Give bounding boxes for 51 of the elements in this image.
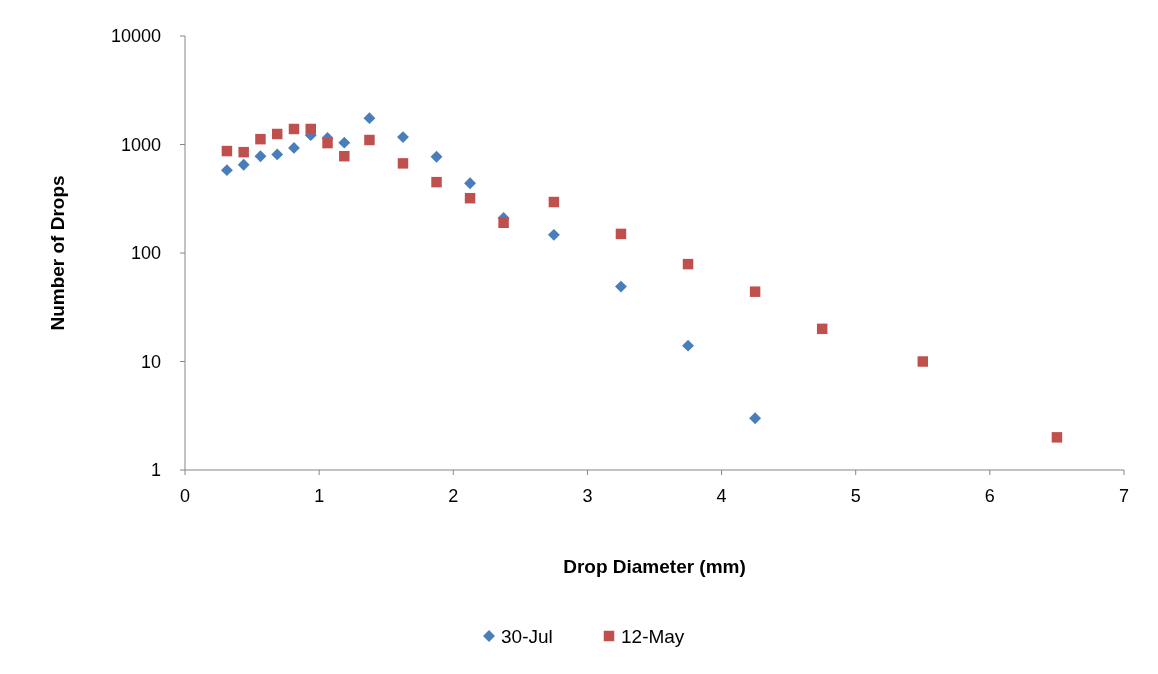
x-tick-label: 0 xyxy=(179,486,191,506)
point xyxy=(305,123,316,135)
point xyxy=(397,131,409,144)
point xyxy=(271,128,283,140)
point xyxy=(464,177,476,190)
y-tick-label: 1000 xyxy=(120,134,161,155)
point xyxy=(363,112,376,125)
x-tick-label: 1 xyxy=(314,486,325,506)
x-tick-label: 7 xyxy=(1118,486,1130,506)
point xyxy=(615,228,627,240)
point xyxy=(220,164,233,177)
x-tick-label: 2 xyxy=(448,486,459,506)
x-axis-title: Drop Diameter (mm) xyxy=(563,556,746,577)
point xyxy=(237,158,250,171)
point xyxy=(255,133,266,145)
point xyxy=(322,137,333,149)
legend-label: 30-Jul xyxy=(501,625,553,647)
y-tick-label: 10 xyxy=(140,351,161,372)
point xyxy=(397,158,409,169)
point xyxy=(547,228,560,241)
point xyxy=(816,323,828,335)
point xyxy=(221,145,233,157)
point xyxy=(615,280,627,293)
x-tick-label: 5 xyxy=(850,486,861,506)
y-axis-title: Number of Drops xyxy=(47,175,68,331)
point xyxy=(498,217,509,228)
point xyxy=(749,286,761,297)
point xyxy=(749,412,762,425)
point xyxy=(430,150,443,163)
point xyxy=(238,146,249,158)
point xyxy=(338,136,351,149)
x-tick-label: 4 xyxy=(716,486,727,506)
point xyxy=(288,141,300,154)
point xyxy=(339,150,350,162)
legend-label: 12-May xyxy=(621,625,685,647)
point xyxy=(431,176,442,188)
y-tick-label: 100 xyxy=(130,243,161,263)
point xyxy=(364,134,375,146)
y-tick-label: 1 xyxy=(150,460,161,480)
point xyxy=(1051,432,1063,443)
point xyxy=(548,196,560,208)
point xyxy=(917,356,929,367)
point xyxy=(682,339,694,352)
point xyxy=(271,148,284,161)
x-tick-label: 6 xyxy=(984,486,995,506)
point xyxy=(288,123,300,135)
point xyxy=(254,150,267,163)
x-tick-label: 3 xyxy=(582,486,593,506)
y-tick-label: 10000 xyxy=(110,26,161,46)
point xyxy=(682,258,694,270)
point xyxy=(464,192,476,204)
